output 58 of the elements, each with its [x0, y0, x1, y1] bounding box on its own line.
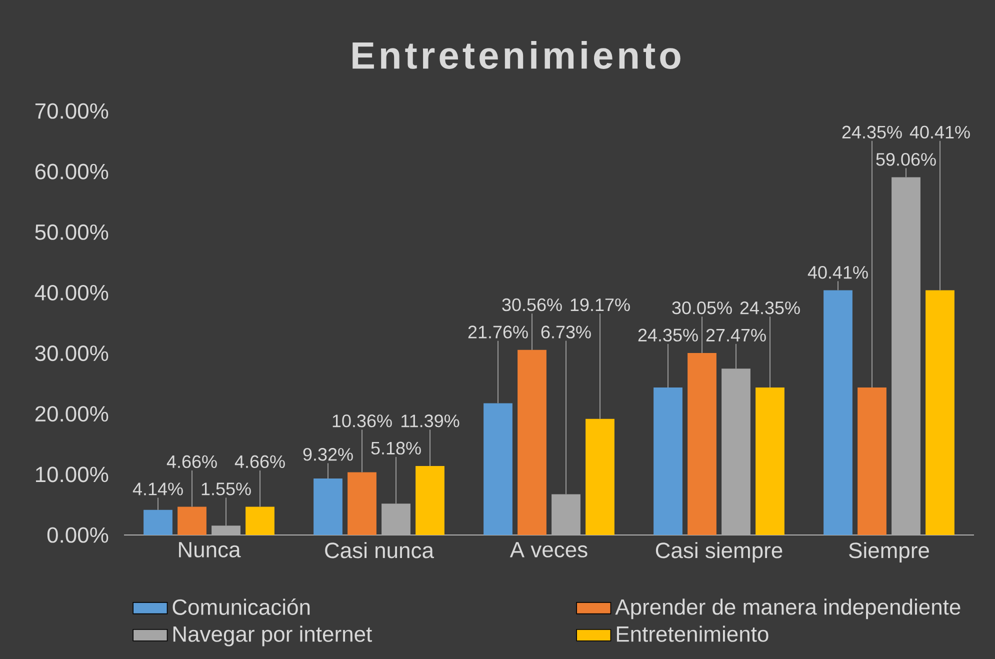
bar	[586, 418, 614, 536]
data-label: 4.66%	[234, 455, 285, 468]
bar	[246, 506, 274, 536]
bar	[824, 290, 852, 536]
data-label: 5.18%	[371, 442, 421, 455]
bar	[416, 466, 444, 536]
x-tick-label: Siempre	[849, 542, 929, 563]
y-tick-label: 60.00%	[35, 164, 108, 180]
x-tick-label: Casi nunca	[325, 542, 434, 558]
data-label: 30.56%	[502, 298, 562, 312]
bar	[722, 368, 750, 536]
data-label: 19.17%	[570, 298, 630, 312]
y-tick-label: 50.00%	[35, 224, 108, 240]
data-label: 4.66%	[166, 455, 217, 468]
data-label: 24.35%	[740, 301, 800, 314]
legend-label: Entretenimiento	[616, 626, 768, 642]
data-label: 21.76%	[468, 326, 528, 338]
legend-label: Comunicación	[172, 598, 310, 615]
data-label: 59.06%	[876, 153, 936, 166]
bar	[484, 403, 512, 536]
y-tick-label: 10.00%	[36, 466, 108, 482]
data-label: 1.55%	[202, 482, 251, 496]
x-tick-label: A veces	[510, 542, 588, 558]
bar	[348, 472, 376, 536]
legend-label: Navegar por internet	[173, 626, 372, 646]
data-label: 24.35%	[842, 126, 902, 139]
legend-label: Aprender de manera independiente	[615, 598, 960, 620]
y-tick-label: 40.00%	[34, 284, 108, 301]
data-label: 10.36%	[332, 414, 392, 428]
data-label: 40.41%	[910, 126, 970, 139]
x-tick-label: Nunca	[179, 542, 241, 558]
data-label: 27.47%	[706, 328, 766, 342]
data-label: 40.41%	[808, 266, 868, 279]
bar	[178, 506, 206, 536]
data-label: 30.05%	[672, 301, 732, 314]
data-label: 11.39%	[402, 414, 460, 428]
data-label: 9.32%	[303, 448, 353, 461]
data-label: 24.35%	[638, 328, 698, 342]
bar	[926, 290, 954, 536]
y-tick-label: 20.00%	[35, 406, 108, 422]
bar	[654, 388, 682, 536]
y-tick-label: 0.00%	[47, 527, 108, 543]
y-tick-label: 70.00%	[35, 103, 108, 119]
y-tick-label: 30.00%	[35, 346, 108, 362]
bar	[382, 504, 410, 536]
data-label: 4.14%	[132, 482, 183, 496]
x-tick-label: Casi siempre	[656, 542, 782, 563]
bar	[756, 388, 784, 536]
bar	[212, 526, 240, 536]
bar	[314, 478, 342, 536]
data-label: 6.73%	[541, 326, 591, 338]
bar	[858, 388, 886, 536]
bar	[688, 352, 716, 536]
bar	[518, 350, 546, 536]
bar	[892, 177, 920, 536]
bar	[144, 510, 172, 536]
bar	[552, 494, 580, 536]
chart-title: Entretenimiento	[352, 41, 680, 69]
